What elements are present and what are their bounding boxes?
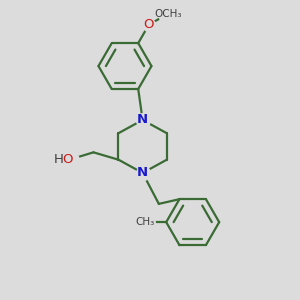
Text: O: O	[144, 18, 154, 31]
Text: O: O	[63, 153, 73, 166]
Text: H: H	[54, 153, 64, 166]
Text: N: N	[137, 167, 148, 179]
Text: CH₃: CH₃	[135, 217, 154, 227]
Text: OCH₃: OCH₃	[154, 9, 182, 19]
Text: N: N	[137, 113, 148, 126]
